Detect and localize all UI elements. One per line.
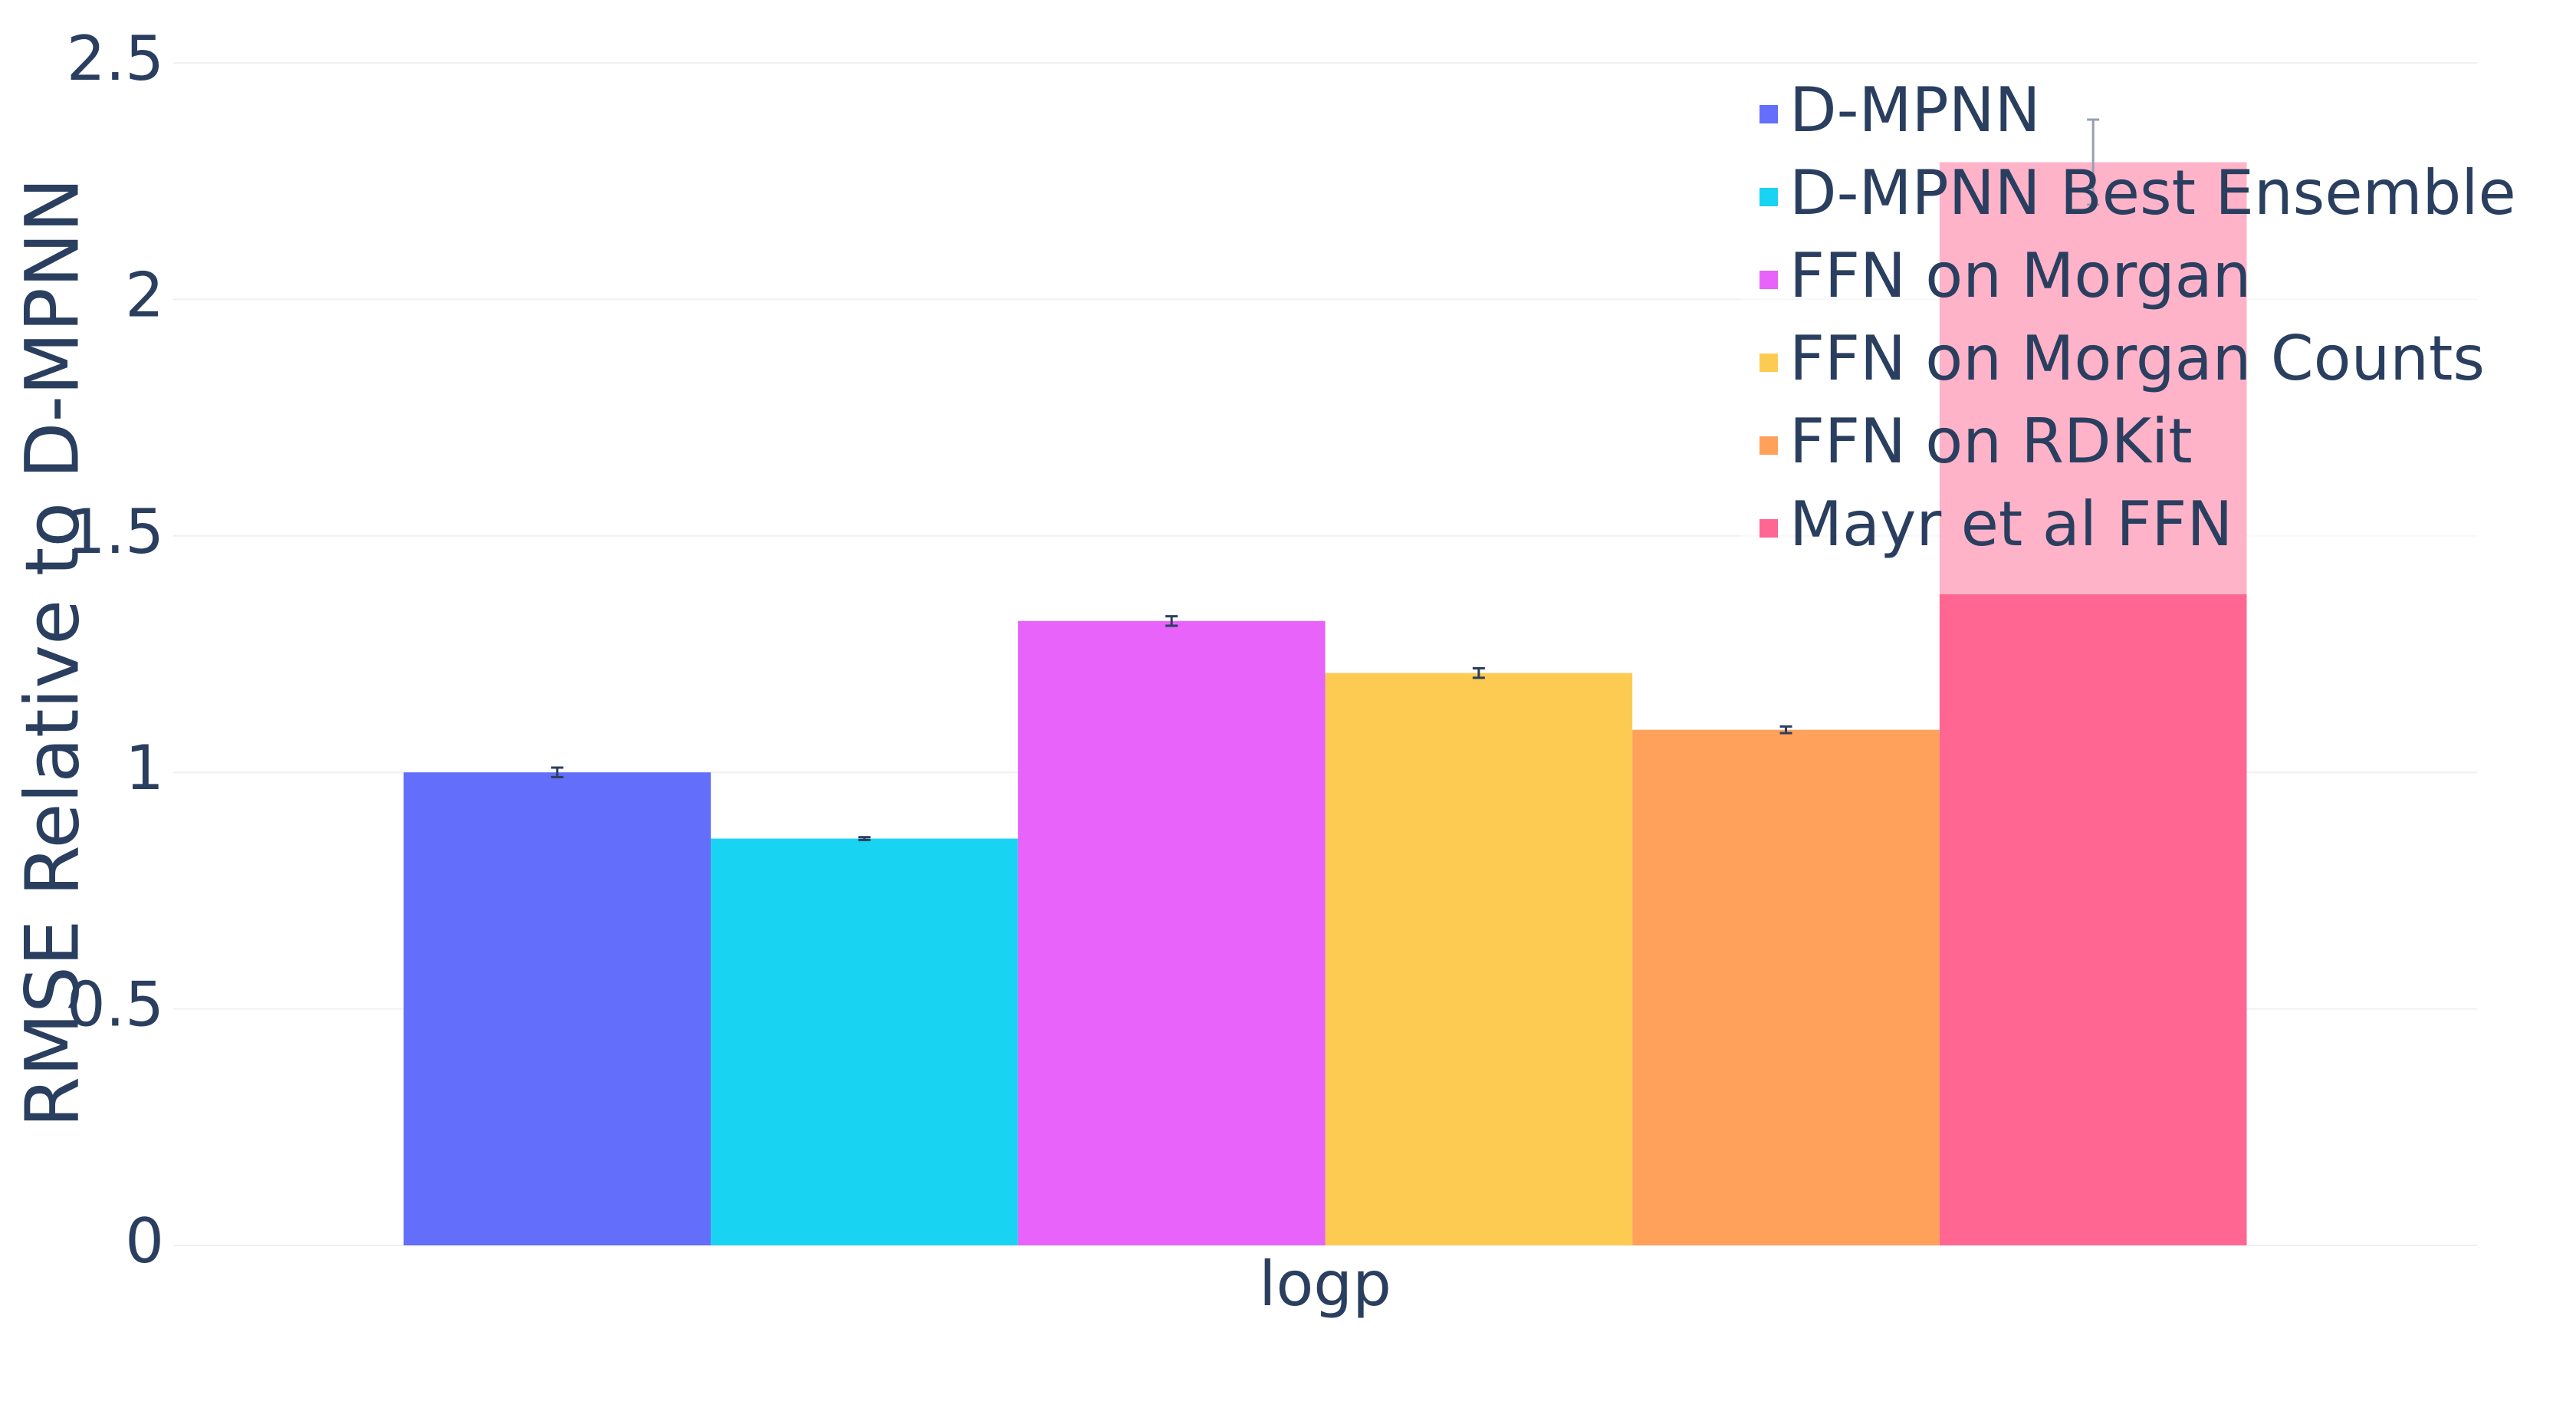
legend-marker bbox=[1760, 271, 1778, 289]
legend-label: D-MPNN bbox=[1789, 74, 2040, 146]
x-tick-label: logp bbox=[1259, 1248, 1392, 1320]
legend-label: D-MPNN Best Ensemble bbox=[1789, 157, 2516, 229]
legend-marker bbox=[1760, 436, 1778, 455]
legend-label: FFN on RDKit bbox=[1789, 406, 2193, 477]
legend-label: Mayr et al FFN bbox=[1789, 488, 2233, 560]
legend-background bbox=[1741, 74, 2477, 594]
bar bbox=[1325, 673, 1633, 1245]
legend-marker bbox=[1760, 188, 1778, 206]
bar bbox=[403, 772, 711, 1245]
y-axis-label: RMSE Relative to D-MPNN bbox=[9, 177, 95, 1127]
legend-label: FFN on Morgan bbox=[1789, 240, 2251, 311]
bar bbox=[1632, 729, 1940, 1245]
legend-label: FFN on Morgan Counts bbox=[1789, 323, 2485, 394]
y-tick-label: 1.5 bbox=[67, 496, 164, 567]
bar bbox=[1017, 620, 1326, 1245]
legend-marker bbox=[1760, 105, 1778, 123]
y-tick-label: 1 bbox=[125, 732, 164, 804]
y-tick-label: 2 bbox=[125, 259, 164, 331]
legend-marker bbox=[1760, 354, 1778, 372]
legend-marker bbox=[1760, 519, 1778, 538]
y-tick-label: 0 bbox=[125, 1205, 164, 1277]
y-tick-label: 2.5 bbox=[67, 23, 164, 94]
y-tick-label: 0.5 bbox=[67, 969, 164, 1041]
bar bbox=[711, 838, 1018, 1245]
